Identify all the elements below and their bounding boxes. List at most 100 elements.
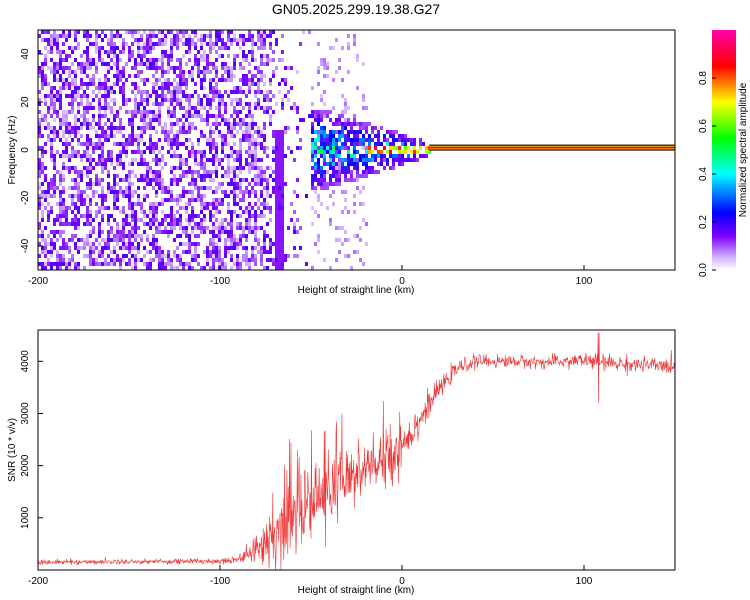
heatmap-cell xyxy=(407,146,410,150)
heatmap-cell xyxy=(341,210,344,214)
heatmap-cell xyxy=(344,134,347,138)
heatmap-cell xyxy=(320,202,323,206)
heatmap-cell xyxy=(263,62,266,66)
heatmap-cell xyxy=(341,94,344,98)
heatmap-cell xyxy=(92,226,95,230)
heatmap-cell xyxy=(167,138,170,142)
heatmap-cell xyxy=(239,78,242,82)
heatmap-cell xyxy=(116,174,119,178)
heatmap-cell xyxy=(230,66,233,70)
heatmap-cell xyxy=(152,74,155,78)
heatmap-cell xyxy=(248,206,251,210)
heatmap-cell xyxy=(155,90,158,94)
heatmap-cell xyxy=(254,150,257,154)
heatmap-cell xyxy=(122,234,125,238)
heatmap-cell xyxy=(122,42,125,46)
heatmap-cell xyxy=(176,178,179,182)
heatmap-cell xyxy=(155,58,158,62)
heatmap-cell xyxy=(362,218,365,222)
heatmap-cell xyxy=(47,30,50,34)
heatmap-cell xyxy=(119,258,122,262)
heatmap-cell xyxy=(83,166,86,170)
heatmap-cell xyxy=(83,118,86,122)
heatmap-cell xyxy=(173,90,176,94)
heatmap-cell xyxy=(248,38,251,42)
heatmap-cell xyxy=(101,58,104,62)
heatmap-cell xyxy=(323,114,326,118)
heatmap-cell xyxy=(53,66,56,70)
heatmap-cell xyxy=(269,242,272,246)
heatmap-cell xyxy=(104,242,107,246)
heatmap-cell xyxy=(212,190,215,194)
heatmap-cell xyxy=(134,266,137,270)
heatmap-cell xyxy=(77,90,80,94)
heatmap-cell xyxy=(320,170,323,174)
heatmap-cell xyxy=(317,118,320,122)
heatmap-cell xyxy=(221,114,224,118)
heatmap-cell xyxy=(155,190,158,194)
heatmap-cell xyxy=(224,266,227,270)
heatmap-cell xyxy=(95,134,98,138)
heatmap-cell xyxy=(38,242,41,246)
heatmap-cell xyxy=(83,254,86,258)
heatmap-cell xyxy=(191,198,194,202)
heatmap-cell xyxy=(83,50,86,54)
heatmap-cell xyxy=(140,154,143,158)
heatmap-cell xyxy=(188,170,191,174)
heatmap-cell xyxy=(269,250,272,254)
heatmap-cell xyxy=(329,110,332,114)
heatmap-cell xyxy=(110,58,113,62)
heatmap-cell xyxy=(335,118,338,122)
heatmap-cell xyxy=(47,182,50,186)
heatmap-cell xyxy=(254,182,257,186)
heatmap-cell xyxy=(170,82,173,86)
heatmap-cell xyxy=(149,62,152,66)
heatmap-cell xyxy=(155,94,158,98)
heatmap-cell xyxy=(296,230,299,234)
heatmap-cell xyxy=(164,266,167,270)
heatmap-cell xyxy=(68,102,71,106)
heatmap-cell xyxy=(275,202,278,206)
heatmap-cell xyxy=(362,106,365,110)
heatmap-cell xyxy=(422,154,425,158)
heatmap-cell xyxy=(149,34,152,38)
heatmap-cell xyxy=(62,42,65,46)
heatmap-cell xyxy=(149,126,152,130)
heatmap-cell xyxy=(254,102,257,106)
heatmap-cell xyxy=(242,166,245,170)
heatmap-cell xyxy=(44,262,47,266)
heatmap-cell xyxy=(209,50,212,54)
heatmap-cell xyxy=(281,262,284,266)
heatmap-cell xyxy=(251,246,254,250)
heatmap-cell xyxy=(239,238,242,242)
heatmap-cell xyxy=(242,34,245,38)
heatmap-cell xyxy=(173,138,176,142)
heatmap-cell xyxy=(212,138,215,142)
heatmap-cell xyxy=(95,182,98,186)
heatmap-cell xyxy=(80,178,83,182)
heatmap-cell xyxy=(221,98,224,102)
heatmap-cell xyxy=(263,214,266,218)
heatmap-cell xyxy=(68,122,71,126)
heatmap-cell xyxy=(227,250,230,254)
heatmap-cell xyxy=(233,242,236,246)
heatmap-cell xyxy=(104,102,107,106)
heatmap-cell xyxy=(185,174,188,178)
heatmap-cell xyxy=(239,182,242,186)
heatmap-cell xyxy=(62,30,65,34)
heatmap-cell xyxy=(86,222,89,226)
heatmap-cell xyxy=(176,154,179,158)
heatmap-cell xyxy=(173,114,176,118)
heatmap-cell xyxy=(95,246,98,250)
heatmap-cell xyxy=(260,70,263,74)
heatmap-cell xyxy=(137,162,140,166)
heatmap-cell xyxy=(143,222,146,226)
heatmap-cell xyxy=(371,130,374,134)
heatmap-cell xyxy=(260,142,263,146)
heatmap-cell xyxy=(116,182,119,186)
heatmap-cell xyxy=(158,42,161,46)
heatmap-cell xyxy=(155,82,158,86)
heatmap-cell xyxy=(98,222,101,226)
heatmap-cell xyxy=(173,86,176,90)
heatmap-cell xyxy=(350,154,353,158)
